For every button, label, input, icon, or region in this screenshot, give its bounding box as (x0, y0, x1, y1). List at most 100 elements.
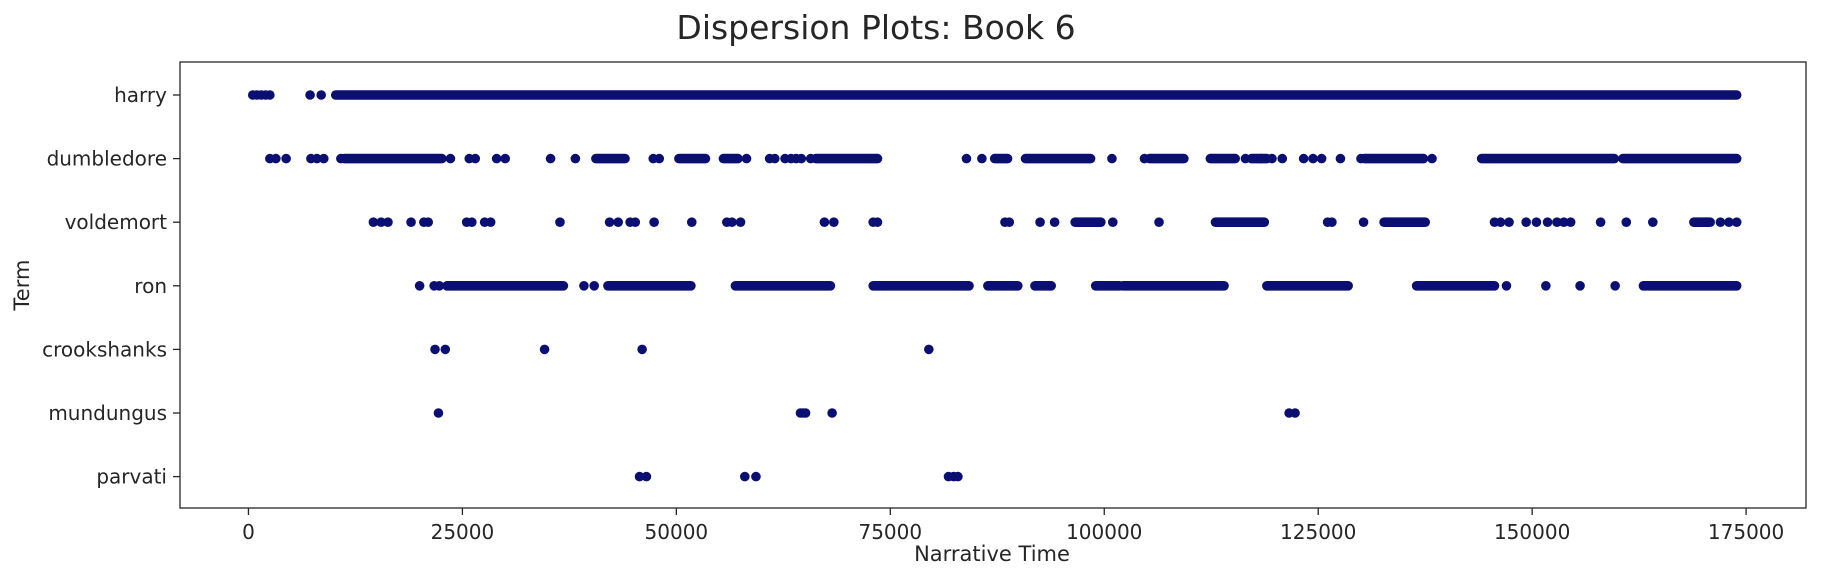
mark-voldemort (1495, 217, 1506, 227)
mark-dumbledore (1335, 153, 1346, 164)
mark-cluster-dumbledore (1020, 153, 1096, 164)
mark-dumbledore (1107, 153, 1117, 164)
mark-voldemort (1648, 217, 1658, 227)
mark-dumbledore (545, 153, 556, 164)
mark-harry (305, 90, 315, 100)
chart-title: Dispersion Plots: Book 6 (676, 8, 1075, 47)
mark-voldemort (1552, 217, 1562, 227)
x-tick-label-125000: 125000 (1280, 520, 1356, 544)
mark-dumbledore (1308, 153, 1318, 164)
x-tick-label-25000: 25000 (431, 520, 495, 544)
mark-dumbledore (1256, 153, 1266, 164)
mark-mundungus (827, 408, 837, 418)
x-tick-label-0: 0 (242, 520, 255, 544)
mark-voldemort (1035, 217, 1045, 227)
mark-dumbledore (500, 153, 511, 164)
mark-voldemort (1595, 217, 1606, 227)
mark-dumbledore (805, 153, 816, 164)
data-marks (247, 90, 1742, 482)
mark-voldemort (1049, 217, 1060, 227)
mark-dumbledore (654, 153, 665, 164)
mark-cluster-ron (983, 281, 1023, 291)
mark-cluster-dumbledore (1144, 153, 1189, 164)
mark-mundungus (433, 408, 444, 418)
mark-ron (434, 281, 445, 291)
mark-cluster-ron (868, 281, 974, 291)
x-tick-label-100000: 100000 (1066, 520, 1142, 544)
mark-cluster-ron (730, 281, 836, 291)
mark-cluster-dumbledore (811, 153, 883, 164)
mark-ron (1610, 281, 1620, 291)
mark-cluster-dumbledore (1618, 153, 1742, 164)
mark-voldemort (1004, 217, 1015, 227)
mark-parvati (953, 471, 963, 482)
mark-voldemort (1559, 217, 1569, 227)
mark-cluster-ron (603, 281, 696, 291)
mark-dumbledore (961, 153, 972, 164)
mark-crookshanks (430, 344, 440, 355)
y-tick-label-dumbledore: dumbledore (47, 147, 167, 171)
mark-cluster-dumbledore (591, 153, 630, 164)
y-axis-label: Term (10, 260, 34, 312)
mark-cluster-voldemort (1070, 217, 1106, 227)
mark-voldemort (1715, 217, 1726, 227)
series-crookshanks (430, 344, 934, 355)
mark-cluster-dumbledore (1359, 153, 1429, 164)
mark-dumbledore (271, 153, 281, 164)
mark-voldemort (1108, 217, 1118, 227)
mark-dumbledore (1316, 153, 1327, 164)
mark-voldemort (727, 217, 737, 227)
mark-cluster-dumbledore (1476, 153, 1620, 164)
x-tick-label-175000: 175000 (1708, 520, 1784, 544)
x-tick-label-75000: 75000 (858, 520, 922, 544)
mark-harry (265, 90, 275, 100)
mark-voldemort (1621, 217, 1632, 227)
mark-dumbledore (570, 153, 581, 164)
mark-mundungus (1290, 408, 1300, 418)
mark-dumbledore (312, 153, 322, 164)
series-voldemort (368, 217, 1742, 227)
series-dumbledore (265, 153, 1742, 164)
mark-crookshanks (924, 344, 934, 355)
mark-dumbledore (445, 153, 456, 164)
mark-ron (579, 281, 589, 291)
mark-cluster-voldemort (1689, 217, 1715, 227)
mark-ron (414, 281, 425, 291)
mark-cluster-ron (1090, 281, 1125, 291)
mark-voldemort (1565, 217, 1576, 227)
mark-crookshanks (440, 344, 451, 355)
mark-crookshanks (637, 344, 647, 355)
mark-voldemort (1327, 217, 1337, 227)
mark-dumbledore (1356, 153, 1366, 164)
mark-voldemort (1154, 217, 1164, 227)
mark-voldemort (819, 217, 830, 227)
mark-cluster-harry (330, 90, 1742, 100)
mark-voldemort (829, 217, 839, 227)
mark-voldemort (872, 217, 883, 227)
mark-parvati (634, 471, 645, 482)
x-axis: 0 25000 50000 75000 100000 125000 150000 175000 (242, 508, 1784, 544)
mark-voldemort (735, 217, 746, 227)
mark-parvati (751, 471, 761, 482)
x-tick-label-150000: 150000 (1494, 520, 1570, 544)
mark-cluster-dumbledore (339, 153, 447, 164)
mark-voldemort (604, 217, 615, 227)
mark-voldemort (649, 217, 659, 227)
series-parvati (634, 471, 963, 482)
plot-frame (179, 61, 1807, 509)
mark-dumbledore (318, 153, 329, 164)
mark-dumbledore (281, 153, 291, 164)
mark-voldemort (686, 217, 697, 227)
mark-voldemort (406, 217, 416, 227)
mark-dumbledore (796, 153, 807, 164)
mark-voldemort (1521, 217, 1531, 227)
mark-cluster-dumbledore (674, 153, 711, 164)
mark-cluster-ron (1638, 281, 1742, 291)
mark-dumbledore (470, 153, 481, 164)
y-tick-label-parvati: parvati (96, 465, 167, 489)
mark-harry (316, 90, 327, 100)
mark-cluster-ron (1030, 281, 1056, 291)
mark-cluster-dumbledore (989, 153, 1013, 164)
mark-voldemort (555, 217, 565, 227)
mark-voldemort (1504, 217, 1514, 227)
